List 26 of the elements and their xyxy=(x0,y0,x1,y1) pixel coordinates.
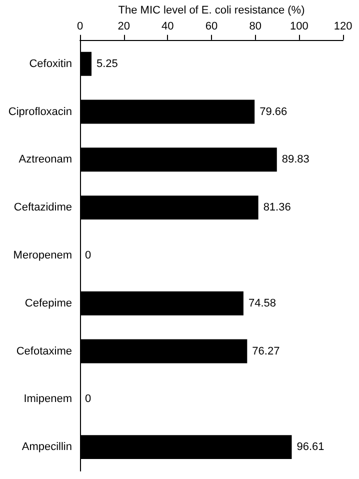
y-tick-label: Ciprofloxacin xyxy=(8,106,72,118)
y-tick-label: Cefepime xyxy=(24,297,72,310)
x-tick-label: 20 xyxy=(118,20,130,32)
data-label: 89.83 xyxy=(282,154,310,166)
data-label: 96.61 xyxy=(296,441,324,454)
y-tick-label: Ampecillin xyxy=(22,441,72,454)
y-tick-label: Cefoxitin xyxy=(29,58,72,70)
y-tick-label: Meropenem xyxy=(13,249,72,262)
x-tick-label: 100 xyxy=(290,20,308,32)
data-label: 79.66 xyxy=(260,106,288,118)
data-label: 0 xyxy=(85,393,92,406)
x-tick-label: 60 xyxy=(205,20,218,32)
data-label: 0 xyxy=(85,249,92,262)
data-label: 74.58 xyxy=(248,297,276,310)
x-tick-label: 0 xyxy=(76,20,84,32)
data-label: 76.27 xyxy=(252,345,280,358)
y-tick-label: Cefotaxime xyxy=(16,345,72,358)
y-tick-label: Ceftazidime xyxy=(14,202,72,214)
data-label: 5.25 xyxy=(96,58,118,70)
y-tick-label: Aztreonam xyxy=(18,154,72,166)
x-tick-label: 40 xyxy=(162,20,174,32)
y-tick-label: Imipenem xyxy=(24,393,72,406)
x-tick-label: 120 xyxy=(334,20,352,32)
x-tick-label: 80 xyxy=(249,20,262,32)
x-axis-title: The MIC level of E. coli resistance (%) xyxy=(118,4,305,16)
data-label: 81.36 xyxy=(263,202,291,214)
